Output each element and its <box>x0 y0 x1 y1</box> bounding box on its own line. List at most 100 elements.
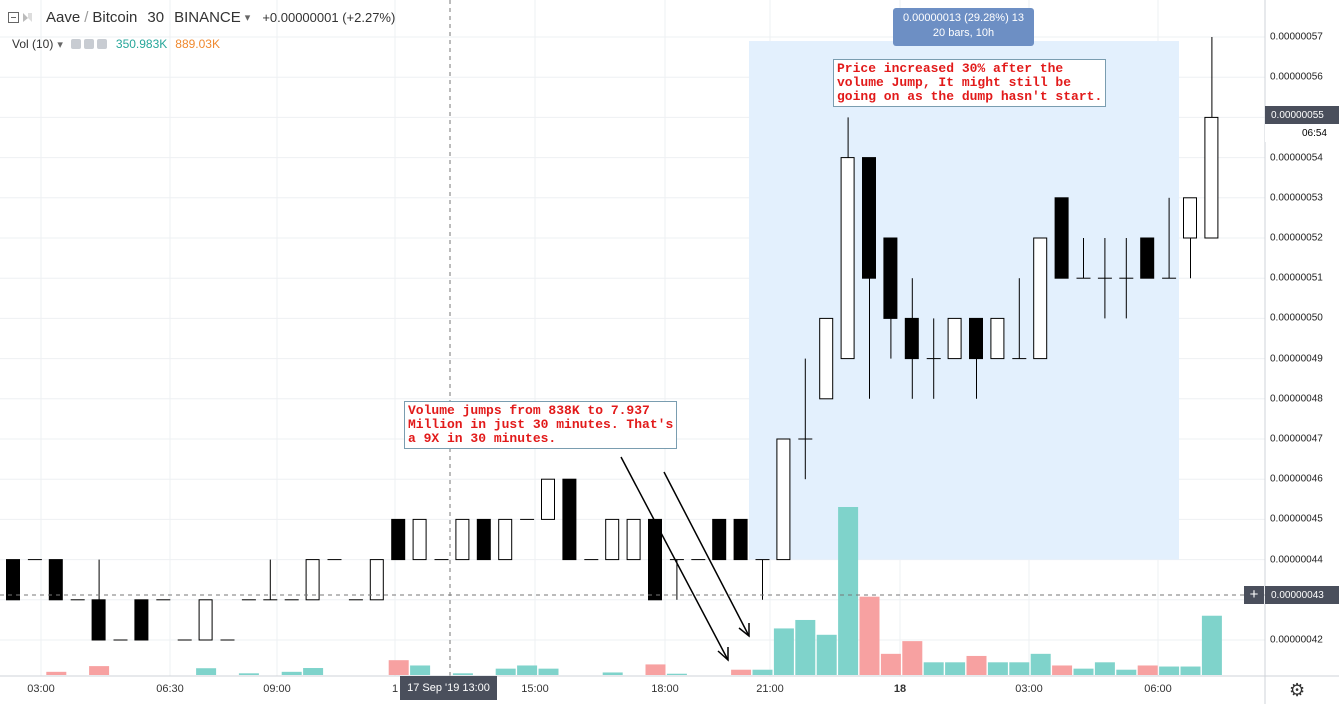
candle <box>712 518 727 561</box>
volume-bar <box>731 669 752 675</box>
volume-bar <box>1094 662 1115 675</box>
price-tick-label: 0.00000052 <box>1270 232 1323 244</box>
candle-body <box>1183 197 1197 239</box>
candle-body <box>412 518 427 561</box>
candle <box>648 518 662 601</box>
volume-indicator-label[interactable]: Vol (10) <box>12 37 54 51</box>
candle <box>669 559 684 600</box>
time-tick-label: 03:00 <box>1015 683 1043 695</box>
pair-separator: / <box>84 9 89 26</box>
candle-body <box>776 438 791 561</box>
candle-body <box>969 317 983 360</box>
arrow-head <box>738 623 750 638</box>
time-tick-label: 09:00 <box>263 683 291 695</box>
candle-body <box>305 559 320 601</box>
candle-body <box>1033 237 1048 360</box>
price-note[interactable]: Price increased 30% after the volume Jum… <box>833 59 1107 107</box>
chevron-down-icon[interactable]: ▾ <box>57 38 63 51</box>
candle <box>1076 238 1091 279</box>
price-tick-label: 0.00000045 <box>1270 513 1323 525</box>
eye-icon[interactable] <box>70 39 81 49</box>
candle <box>969 317 983 399</box>
candle <box>926 318 941 399</box>
candle-body <box>605 518 620 561</box>
volume-red-value: 889.03K <box>175 37 220 51</box>
volume-bar <box>1159 666 1180 675</box>
volume-bar <box>1052 665 1073 675</box>
volume-row: Vol (10) ▾ 350.983K 889.03K <box>12 37 220 51</box>
volume-bar <box>880 653 901 675</box>
candle <box>755 559 770 600</box>
candle <box>498 518 513 561</box>
price-tick-label: 0.00000048 <box>1270 393 1323 405</box>
candle <box>455 518 470 561</box>
volume-bar <box>517 665 538 675</box>
volume-bar <box>281 671 302 675</box>
candle <box>476 518 491 561</box>
candle <box>541 478 555 520</box>
volume-bar <box>1201 615 1222 675</box>
price-change: +0.00000001 (+2.27%) <box>262 10 396 25</box>
interval-label[interactable]: 30 <box>147 9 165 26</box>
candle <box>1033 237 1048 360</box>
candle <box>134 599 149 641</box>
candle-body <box>862 157 876 279</box>
volume-bar <box>1030 653 1051 675</box>
candle-body <box>819 317 834 400</box>
candle-body <box>391 518 406 561</box>
close-icon[interactable] <box>96 39 107 49</box>
chevron-down-icon[interactable]: ▾ <box>244 12 251 24</box>
volume-bar <box>752 669 773 675</box>
time-tick-label: 1 <box>391 683 399 695</box>
time-tick-label: 06:00 <box>1144 683 1172 695</box>
exchange-label: BINANCE <box>174 9 241 26</box>
annotation-arrows <box>0 0 1265 676</box>
candle <box>198 599 213 641</box>
candle <box>6 559 20 601</box>
candle-body <box>48 559 63 601</box>
settings-gear-icon[interactable]: ⚙ <box>1289 680 1306 700</box>
candle <box>91 559 106 641</box>
candle <box>1162 197 1177 279</box>
price-tick-label: 0.00000044 <box>1270 554 1323 566</box>
volume-bar <box>538 668 559 675</box>
candle <box>391 518 406 561</box>
candle <box>1119 238 1134 319</box>
volume-bar <box>1073 668 1094 675</box>
volume-bar <box>645 664 666 675</box>
candle-body <box>562 478 577 561</box>
measure-duration: 20 bars, 10h <box>932 27 995 39</box>
candle-body <box>626 518 641 561</box>
volume-bar <box>838 507 859 675</box>
volume-bar <box>602 672 623 675</box>
candle <box>819 317 834 400</box>
candle <box>605 518 620 561</box>
candle <box>904 278 919 399</box>
volume-note[interactable]: Volume jumps from 838K to 7.937 Million … <box>404 401 678 449</box>
price-tick-label: 0.00000046 <box>1270 473 1323 485</box>
price-tick-label: 0.00000056 <box>1270 71 1323 83</box>
gear-icon[interactable] <box>83 39 94 49</box>
pair-base: Aave <box>46 9 81 26</box>
candle <box>1140 237 1155 279</box>
chart-header: Aave / Bitcoin 30 BINANCE ▾ +0.00000001 … <box>0 0 1265 60</box>
volume-bar <box>46 671 67 675</box>
time-tick-label: 03:00 <box>27 683 55 695</box>
candle-body <box>498 518 513 561</box>
add-alert-icon[interactable]: + <box>1244 586 1264 604</box>
candle-body <box>840 157 855 360</box>
candle <box>1204 37 1219 239</box>
price-tick-label: 0.00000042 <box>1270 634 1323 646</box>
collapse-icon[interactable] <box>8 12 19 23</box>
volume-bar <box>1116 669 1137 675</box>
candle <box>412 518 427 561</box>
candle <box>263 559 278 601</box>
volume-bar <box>945 662 966 675</box>
candle <box>305 559 320 601</box>
pair-quote: Bitcoin <box>92 9 138 26</box>
measure-change: 0.00000013 (29.28%) 13 <box>902 12 1025 24</box>
symbol-logo-icon <box>23 13 32 22</box>
candle-body <box>476 518 491 561</box>
candlesticks <box>6 37 1219 641</box>
